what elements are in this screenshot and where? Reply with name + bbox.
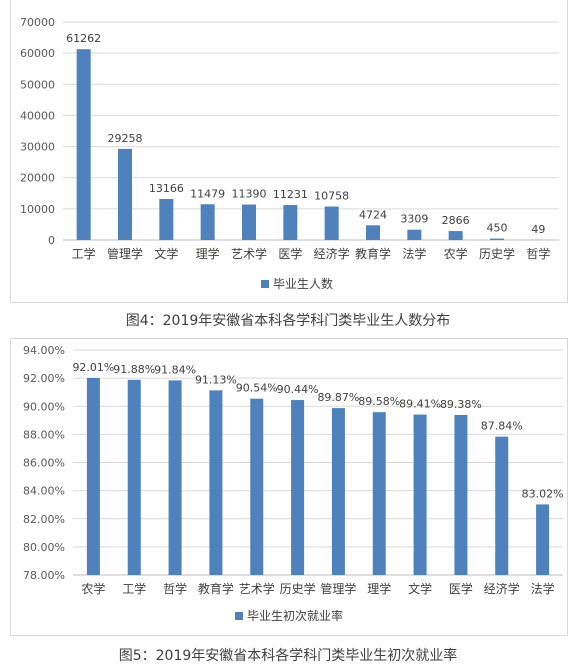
bar	[490, 238, 504, 240]
chart-panel-employment: 78.00% 80.00% 82.00% 84.00% 86.00% 88.00% 90.0…	[10, 338, 568, 636]
bar	[168, 380, 182, 575]
employment-rate-bar-chart: 78.00% 80.00% 82.00% 84.00% 86.00% 88.00% 90.0…	[23, 344, 564, 623]
x-tick-label: 哲学	[526, 246, 550, 261]
y-tick-label: 50000	[20, 78, 55, 91]
y-tick-label: 0	[48, 234, 55, 247]
x-tick-label: 工学	[122, 581, 146, 596]
y-tick-label: 20000	[20, 172, 55, 185]
bar	[86, 377, 100, 575]
bar	[242, 204, 256, 240]
legend-swatch	[235, 612, 243, 620]
y-tick-label: 92.00%	[23, 372, 65, 385]
legend-swatch	[261, 280, 269, 288]
bar	[413, 414, 427, 575]
bar	[76, 49, 91, 240]
data-label: 11390	[232, 188, 267, 201]
x-tick-label: 工学	[72, 246, 96, 261]
figure-4-caption: 图4：2019年安徽省本科各学科门类毕业生人数分布	[125, 313, 451, 329]
y-tick-label: 94.00%	[23, 344, 65, 357]
x-tick-label: 教育学	[355, 246, 391, 261]
bar	[372, 412, 386, 575]
data-label: 2866	[442, 214, 470, 227]
data-label: 89.87%	[317, 391, 359, 404]
y-tick-label: 70000	[20, 16, 55, 29]
data-label: 92.01%	[72, 361, 114, 374]
y-tick-label: 86.00%	[23, 457, 65, 470]
data-label: 91.84%	[154, 363, 196, 376]
bar	[283, 205, 298, 240]
chart-panel-graduates: 0 10000 20000 30000 40000 50000 60000 70000 6126…	[10, 0, 568, 303]
x-tick-label: 理学	[367, 581, 391, 596]
data-label: 87.84%	[481, 420, 523, 433]
x-tick-label: 历史学	[479, 246, 515, 261]
bar	[324, 206, 339, 240]
bar	[536, 504, 550, 575]
x-tick-label: 法学	[531, 581, 555, 596]
x-tick-label: 农学	[81, 581, 105, 596]
x-tick-label: 理学	[196, 246, 220, 261]
data-label: 11479	[190, 187, 225, 200]
x-tick-label: 艺术学	[239, 581, 275, 596]
x-tick-label: 文学	[408, 581, 432, 596]
data-label: 89.41%	[399, 398, 441, 411]
x-tick-label: 艺术学	[231, 246, 267, 261]
data-label: 91.13%	[195, 373, 237, 386]
bar	[250, 398, 264, 575]
bar	[209, 390, 223, 575]
data-label: 61262	[66, 32, 101, 45]
x-tick-label: 经济学	[484, 581, 520, 596]
x-tick-label: 管理学	[320, 581, 356, 596]
y-tick-label: 30000	[20, 141, 55, 154]
data-label: 90.44%	[277, 383, 319, 396]
data-label: 29258	[108, 132, 143, 145]
data-label: 83.02%	[522, 487, 564, 500]
x-tick-label: 法学	[402, 246, 426, 261]
bar	[495, 436, 509, 575]
data-label: 91.88%	[113, 363, 155, 376]
x-tick-label: 管理学	[107, 246, 143, 261]
data-label: 89.58%	[358, 395, 400, 408]
x-tick-label: 哲学	[163, 581, 187, 596]
y-tick-label: 80.00%	[23, 541, 65, 554]
legend-label: 毕业生初次就业率	[247, 608, 343, 623]
y-tick-label: 88.00%	[23, 428, 65, 441]
x-tick-label: 历史学	[280, 581, 316, 596]
y-tick-label: 84.00%	[23, 485, 65, 498]
bar	[159, 198, 174, 240]
figure-5-caption: 图5：2019年安徽省本科各学科门类毕业生初次就业率	[118, 648, 458, 664]
bar	[454, 414, 468, 575]
x-tick-label: 医学	[278, 246, 302, 261]
data-label: 89.38%	[440, 398, 482, 411]
data-label: 10758	[314, 189, 349, 202]
y-tick-label: 90.00%	[23, 400, 65, 413]
y-tick-label: 78.00%	[23, 569, 65, 582]
bar	[291, 400, 305, 575]
data-label: 3309	[400, 213, 428, 226]
data-label: 11231	[273, 188, 308, 201]
x-tick-label: 农学	[444, 246, 468, 261]
data-label: 450	[487, 222, 508, 235]
x-tick-label: 经济学	[314, 246, 350, 261]
bar	[118, 148, 132, 240]
bar	[366, 225, 380, 240]
bar	[407, 229, 422, 240]
y-tick-label: 10000	[20, 203, 55, 216]
data-label: 49	[531, 223, 545, 236]
bar	[331, 408, 345, 575]
bar	[127, 379, 141, 575]
y-tick-label: 40000	[20, 109, 55, 122]
x-tick-label: 文学	[154, 246, 178, 261]
data-label: 90.54%	[236, 382, 278, 395]
x-tick-label: 教育学	[198, 581, 234, 596]
graduates-bar-chart: 0 10000 20000 30000 40000 50000 60000 70000 6126…	[20, 16, 559, 291]
data-label: 13166	[149, 182, 184, 195]
bar	[200, 204, 215, 240]
x-tick-label: 医学	[449, 581, 473, 596]
data-label: 4724	[359, 208, 387, 221]
bar	[448, 231, 463, 240]
y-tick-label: 82.00%	[23, 513, 65, 526]
y-tick-label: 60000	[20, 47, 55, 60]
legend-label: 毕业生人数	[273, 276, 333, 291]
